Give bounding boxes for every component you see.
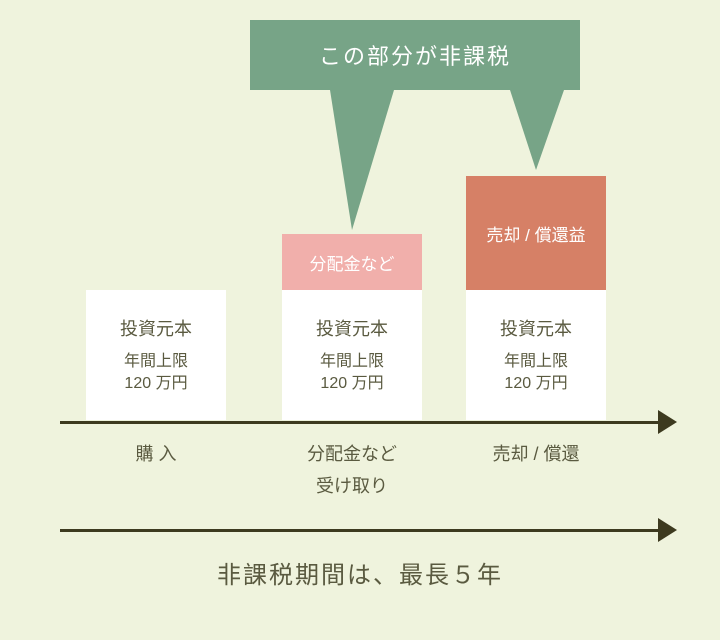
bottom-caption: 非課税期間は、最長５年 bbox=[0, 555, 720, 590]
gain-box-1: 分配金など bbox=[282, 234, 422, 290]
principal-box-1: 投資元本年間上限120 万円 bbox=[282, 290, 422, 420]
principal-box-2: 投資元本年間上限120 万円 bbox=[466, 290, 606, 420]
gain-box-2: 売却 / 償還益 bbox=[466, 176, 606, 290]
timeline-arrow-1 bbox=[60, 529, 660, 532]
axis-label-0: 購 入 bbox=[86, 440, 226, 466]
axis-label2-1: 受け取り bbox=[282, 472, 422, 498]
principal-sub2-2: 120 万円 bbox=[504, 373, 567, 395]
principal-box-0: 投資元本年間上限120 万円 bbox=[86, 290, 226, 420]
principal-sub1-2: 年間上限 bbox=[504, 351, 568, 373]
principal-title-2: 投資元本 bbox=[500, 315, 572, 341]
callout-banner: この部分が非課税 bbox=[250, 20, 580, 90]
timeline-arrowhead-0 bbox=[658, 410, 677, 434]
gain-box-text-1: 分配金など bbox=[310, 250, 395, 275]
principal-title-1: 投資元本 bbox=[316, 315, 388, 341]
axis-label-2: 売却 / 償還 bbox=[466, 440, 606, 466]
diagram-container: この部分が非課税投資元本年間上限120 万円購 入分配金など投資元本年間上限12… bbox=[0, 0, 720, 640]
callout-pointer-1 bbox=[510, 90, 564, 170]
principal-sub1-0: 年間上限 bbox=[124, 351, 188, 373]
timeline-arrow-0 bbox=[60, 421, 660, 424]
principal-sub1-1: 年間上限 bbox=[320, 351, 384, 373]
gain-box-text-2: 売却 / 償還益 bbox=[486, 221, 585, 246]
axis-label-1: 分配金など bbox=[282, 440, 422, 466]
principal-sub2-1: 120 万円 bbox=[320, 373, 383, 395]
timeline-arrowhead-1 bbox=[658, 518, 677, 542]
principal-title-0: 投資元本 bbox=[120, 315, 192, 341]
callout-text: この部分が非課税 bbox=[319, 39, 511, 71]
principal-sub2-0: 120 万円 bbox=[124, 373, 187, 395]
callout-pointer-0 bbox=[330, 90, 394, 230]
